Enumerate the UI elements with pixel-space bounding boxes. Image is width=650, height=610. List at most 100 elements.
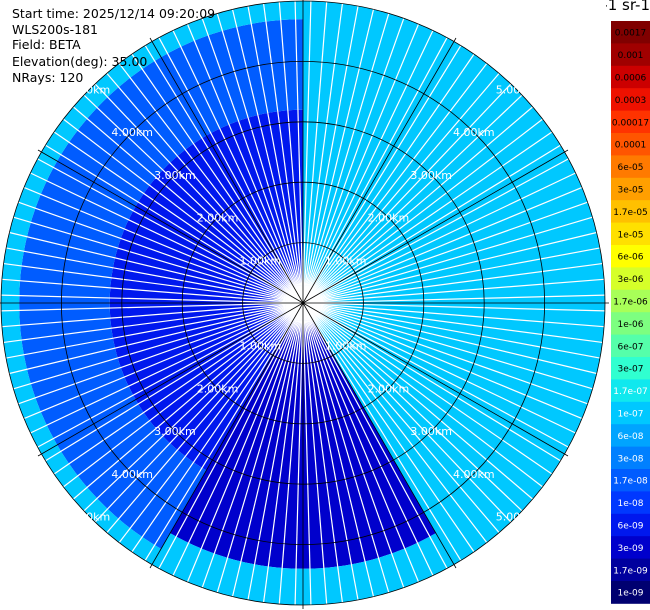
ray-gap [302,302,500,534]
ray-gap [3,262,304,304]
ray-gap [302,302,448,569]
ray-gap [216,302,304,593]
range-label: 5.00km [496,83,538,96]
ray-gap [131,302,304,553]
range-label: 5.00km [496,511,538,524]
ray-gap [302,302,475,553]
colorbar-label: 3e-05 [618,186,644,196]
colorbar-swatch [611,177,650,201]
ray-gap [247,5,304,304]
range-label: 4.00km [111,126,153,139]
ray-gap [201,18,304,304]
colorbar-label: 3e-06 [618,275,644,285]
colorbar-swatch [611,469,650,492]
ray-gap [262,302,304,603]
ray-gap [302,186,583,304]
colorbar-swatch [611,536,650,559]
ray-gap [13,216,304,304]
ray-gap [3,302,304,344]
colorbar-swatch [611,312,650,335]
azimuth-line [302,149,569,304]
ray-gap [1,302,304,312]
ray-gap [37,158,304,304]
colorbar-label: 3e-08 [618,454,644,464]
ray-gap [186,23,304,304]
ray-gap [172,30,304,304]
colorbar-label: 3e-09 [618,544,644,554]
ray-gap [83,302,304,512]
ray-gap [302,302,588,405]
ray-gap [18,201,304,304]
nrays-label: NRays: 120 [12,70,84,85]
colorbar-swatch [611,245,650,268]
ray-gap [302,144,561,304]
ray-gap [302,302,583,420]
range-label: 1.00km [325,340,367,353]
elevation-label: Elevation(deg): 35.00 [12,54,148,69]
colorbar-label: 1.7e-07 [613,387,648,397]
ray-gap [302,302,534,500]
ray-gap [1,278,304,304]
colorbar-label: 0.0003 [615,96,647,106]
ray-gap [106,72,304,304]
ray-gap [53,131,304,304]
ray-gap [302,30,434,304]
ray-gap [302,302,420,583]
ray-gap [302,302,553,475]
colorbar-label: 1.7e-08 [613,477,648,487]
colorbar-swatch [611,133,650,156]
ray-gap [302,1,312,304]
colorbar-swatch [611,222,650,246]
range-label: 1.00km [325,254,367,267]
ray-gap [30,172,304,304]
ray-gap [106,302,304,534]
ray-gap [53,302,304,475]
start-time-label: Start time: 2025/12/14 09:20:09 [12,6,216,21]
ray-gap [294,302,304,605]
ray-gap [262,3,304,304]
colorbar: 0.0017 0.001 0.0006 0.0003 0.00017 0.0001 6e-0… [611,21,650,604]
colorbar-label: 1e-05 [618,230,644,240]
ray-gap [302,294,605,304]
ray-gap [94,83,304,304]
colorbar-label: 6e-06 [618,253,644,263]
colorbar-swatch [611,155,650,179]
colorbar-swatch [611,379,650,403]
range-label: 3.00km [410,169,452,182]
azimuth-line [149,37,304,304]
colorbar-label: 1e-06 [618,320,644,330]
ray-gap [302,201,588,304]
ray-gap [302,23,420,304]
ray-gap [186,302,304,583]
ray-gap [302,302,344,603]
ray-gap [1,302,304,328]
ray-gap [302,302,512,523]
ray-gap [37,302,304,448]
ray-gap [144,45,304,304]
colorbar-label: 3e-07 [618,365,644,375]
field-label: Field: BETA [12,37,81,52]
ray-gap [5,247,304,304]
ray-gap [45,302,304,462]
ray-gap [302,302,523,512]
ray-gap [302,302,597,375]
ray-gap [118,302,304,543]
colorbar-swatch [611,289,650,313]
colorbar-swatch [611,581,650,604]
ray-gap [302,302,605,328]
colorbar-label: 1e-08 [618,499,644,509]
ray-gap [94,302,304,523]
ray-gap [302,13,390,304]
ray-gap [302,302,601,359]
range-label: 3.00km [410,425,452,438]
ray-gap [9,231,304,304]
range-labels: 1.00km 1.00km 1.00km 1.00km 2.00km 2.00km 2.00… [69,83,538,523]
ray-gap [83,94,304,304]
ray-gap [302,1,328,304]
ray-gap [158,37,304,304]
ray-gap [302,37,448,304]
range-label: 2.00km [368,212,410,225]
ray-gap [158,302,304,569]
ray-gap [63,118,304,304]
